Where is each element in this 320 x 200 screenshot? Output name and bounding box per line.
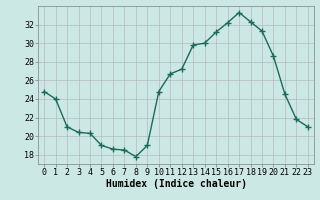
X-axis label: Humidex (Indice chaleur): Humidex (Indice chaleur)	[106, 179, 246, 189]
